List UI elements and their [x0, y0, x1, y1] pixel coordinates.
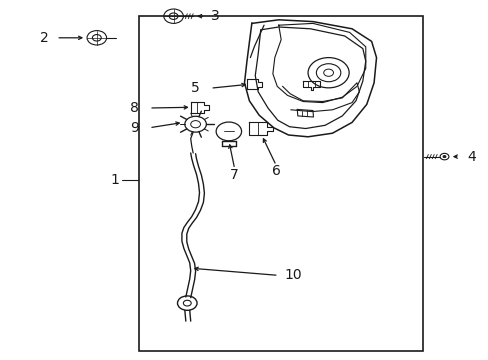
Text: 3: 3 — [210, 9, 219, 23]
Polygon shape — [190, 102, 209, 113]
Text: 2: 2 — [40, 31, 48, 45]
Text: 10: 10 — [284, 269, 302, 282]
Text: 9: 9 — [130, 121, 139, 135]
Polygon shape — [249, 122, 272, 135]
Circle shape — [442, 156, 445, 158]
Bar — [139, 16, 422, 351]
Text: 8: 8 — [130, 101, 139, 115]
Polygon shape — [246, 79, 261, 89]
Text: 6: 6 — [271, 164, 280, 178]
Text: 5: 5 — [191, 81, 200, 95]
Text: 7: 7 — [230, 168, 239, 181]
Text: 1: 1 — [110, 173, 119, 187]
Text: 4: 4 — [467, 150, 475, 163]
